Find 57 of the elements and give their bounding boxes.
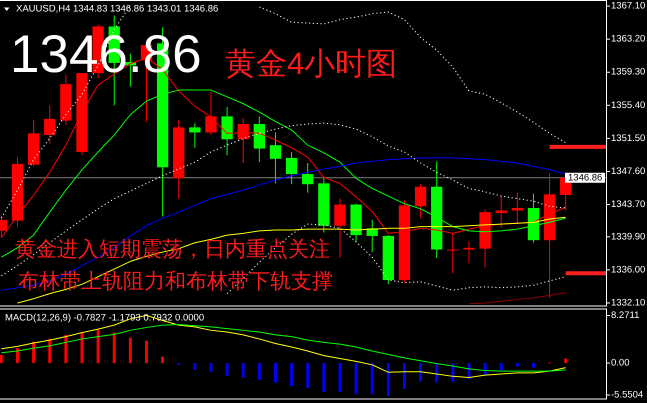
bar — [145, 340, 148, 364]
chart-title: XAUUSD,H4 1344.83 1346.86 1343.01 1346.86 — [16, 4, 218, 14]
bar — [500, 363, 503, 372]
annotation: 黄金4小时图 — [225, 46, 398, 81]
candlestick — [221, 106, 233, 156]
bar — [290, 363, 294, 386]
bar — [80, 332, 84, 364]
bar — [338, 363, 342, 392]
bar — [258, 363, 261, 380]
line-series — [0, 324, 566, 372]
candlestick — [334, 198, 346, 258]
bar — [64, 334, 68, 364]
bar — [403, 363, 406, 389]
candlestick — [512, 192, 523, 224]
candlestick — [302, 162, 314, 194]
y-tick-label: 1363.20 — [611, 34, 646, 45]
line-series — [226, 224, 566, 294]
bar — [193, 363, 196, 370]
y-tick-label: 1343.70 — [611, 199, 646, 210]
y-tick-label: 1367.10 — [611, 0, 646, 12]
y-tick-label: 8.2711 — [611, 310, 640, 322]
y-tick-label: 1347.60 — [611, 166, 646, 177]
bar — [226, 363, 229, 376]
candlestick — [286, 151, 298, 185]
candlestick — [44, 104, 56, 144]
bar — [0, 355, 3, 364]
candlestick — [496, 196, 507, 228]
bar — [532, 363, 535, 368]
line-series — [16, 216, 566, 304]
bar — [210, 363, 212, 372]
y-tick-label: 1355.40 — [611, 100, 646, 111]
line-series — [0, 314, 566, 378]
y-tick-label: 1351.50 — [611, 132, 646, 144]
y-tick-label: 1336.00 — [611, 264, 646, 276]
bar — [419, 363, 422, 382]
y-tick-label: 1332.10 — [611, 297, 646, 308]
bar — [96, 330, 100, 364]
bar — [16, 348, 19, 364]
candlestick — [189, 122, 200, 148]
bar — [274, 363, 277, 383]
y-tick-label: -5.5504 — [611, 389, 644, 400]
bar — [354, 363, 358, 394]
bar — [128, 338, 132, 364]
bar — [516, 363, 519, 367]
candlestick — [205, 91, 217, 136]
line-series — [468, 292, 566, 304]
y-tick-label: 0.00 — [611, 358, 630, 369]
bar — [386, 363, 390, 396]
y-tick-label: 1339.90 — [611, 231, 646, 242]
bar — [564, 358, 568, 364]
bar — [161, 356, 164, 364]
candlestick — [270, 132, 282, 184]
ref-line-label: 1346.86 — [568, 172, 602, 184]
candlestick — [414, 184, 426, 219]
y-tick-label: 1359.30 — [611, 66, 646, 78]
bar — [322, 363, 326, 392]
candlestick — [238, 118, 249, 164]
